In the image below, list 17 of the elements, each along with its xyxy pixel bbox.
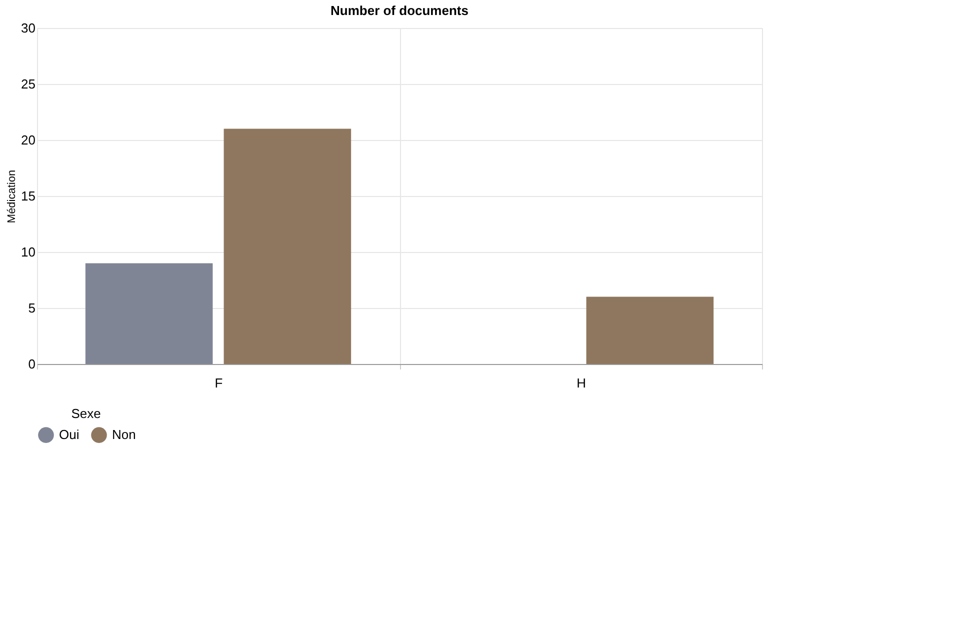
y-tick-label: 30 (21, 20, 36, 36)
x-tick-label: H (576, 376, 586, 390)
y-tick-label: 25 (21, 76, 36, 92)
chart-title: Number of documents (330, 3, 468, 18)
legend-label: Non (112, 427, 136, 442)
x-tick-label: F (214, 376, 223, 390)
y-tick-label: 0 (28, 356, 36, 372)
y-tick-label: 20 (21, 132, 36, 148)
bar (85, 263, 213, 364)
y-tick-label: 15 (21, 188, 36, 204)
y-tick-label: 10 (21, 244, 36, 260)
y-axis-title: Médication (6, 170, 18, 224)
legend-label: Oui (59, 427, 80, 442)
bar (224, 128, 352, 364)
y-tick-label: 5 (28, 300, 36, 316)
legend-title: Sexe (71, 406, 101, 421)
bar (586, 296, 714, 364)
